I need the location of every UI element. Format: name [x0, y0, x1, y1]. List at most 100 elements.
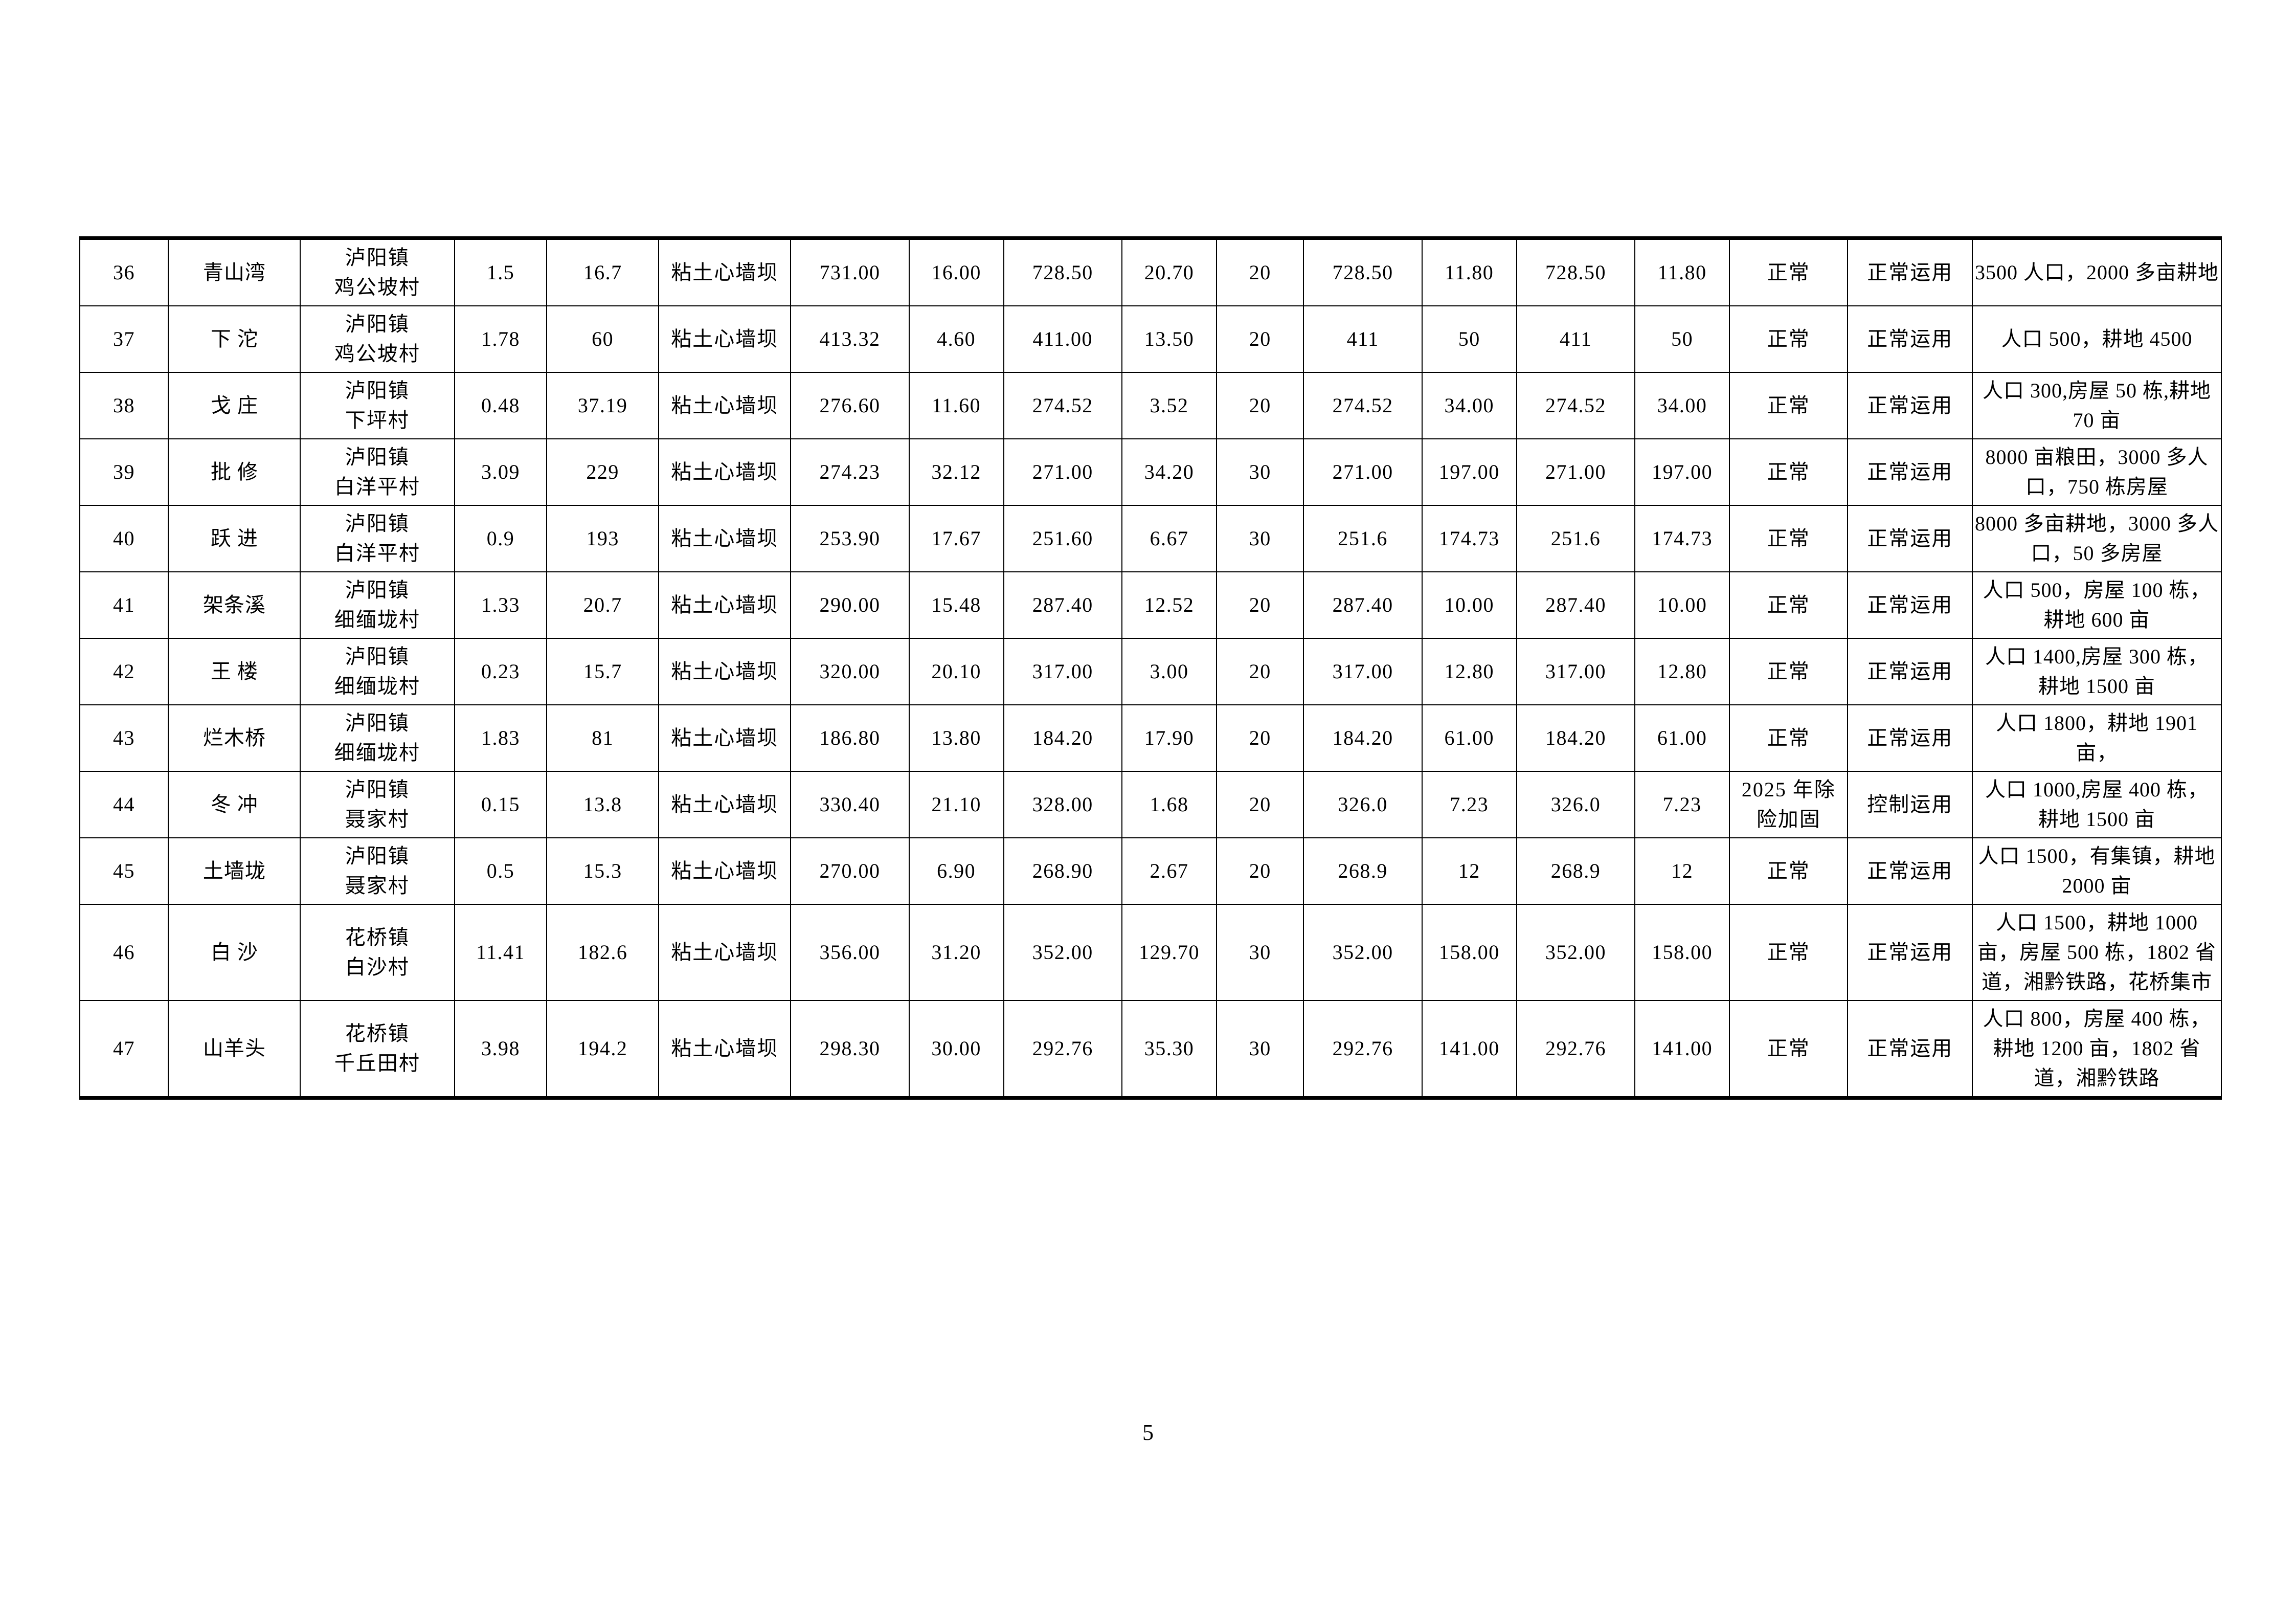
table-cell: 47: [79, 1000, 169, 1099]
table-cell: 6.90: [908, 837, 1004, 905]
dam-type: 粘土心墙坝: [658, 372, 792, 439]
reservoir-name: 跃进: [167, 505, 301, 572]
table-cell: 12.80: [1421, 638, 1517, 705]
table-cell: 20: [1215, 237, 1304, 306]
reservoir-location: 泸阳镇 细缅垅村: [299, 704, 455, 772]
location-town: 泸阳镇: [345, 379, 410, 402]
table-cell: 30: [1215, 904, 1304, 1001]
location-town: 泸阳镇: [345, 446, 410, 469]
table-cell: 42: [79, 638, 169, 705]
reservoir-location: 泸阳镇 细缅垅村: [299, 571, 455, 639]
location-village: 白洋平村: [334, 475, 420, 498]
table-cell: 197.00: [1634, 438, 1730, 506]
safety-status: 正常: [1729, 837, 1849, 905]
table-cell: 30: [1215, 438, 1304, 506]
table-cell: 197.00: [1421, 438, 1517, 506]
safety-status: 2025 年除险加固: [1729, 771, 1849, 838]
dam-type: 粘土心墙坝: [658, 571, 792, 639]
table-cell: 13.8: [546, 771, 660, 838]
table-cell: 274.52: [1303, 372, 1423, 439]
dam-type: 粘土心墙坝: [658, 771, 792, 838]
reservoir-name: 批修: [167, 438, 301, 506]
table-cell: 411: [1303, 305, 1423, 373]
table-cell: 13.50: [1121, 305, 1218, 373]
location-village: 细缅垅村: [334, 675, 420, 698]
table-cell: 184.20: [1303, 704, 1423, 772]
operation-status: 正常运用: [1847, 237, 1973, 306]
table-cell: 728.50: [1003, 237, 1122, 306]
table-cell: 60: [546, 305, 660, 373]
table-cell: 20.70: [1121, 237, 1218, 306]
reservoir-location: 泸阳镇 鸡公坡村: [299, 237, 455, 306]
table-cell: 3.52: [1121, 372, 1218, 439]
reservoir-name: 冬冲: [167, 771, 301, 838]
operation-status: 正常运用: [1847, 904, 1973, 1001]
safety-status: 正常: [1729, 505, 1849, 572]
table-cell: 292.76: [1516, 1000, 1636, 1099]
table-cell: 7.23: [1421, 771, 1517, 838]
table-cell: 274.23: [790, 438, 910, 506]
table-row: 42 王楼 泸阳镇 细缅垅村 0.23 15.7 粘土心墙坝 320.00 20.10 317.0…: [79, 638, 2222, 705]
safety-status: 正常: [1729, 1000, 1849, 1099]
table-cell: 3.98: [454, 1000, 548, 1099]
reservoir-location: 泸阳镇 聂家村: [299, 771, 455, 838]
table-cell: 17.67: [908, 505, 1004, 572]
table-cell: 4.60: [908, 305, 1004, 373]
table-cell: 30.00: [908, 1000, 1004, 1099]
safety-status: 正常: [1729, 305, 1849, 373]
downstream-protection-note: 人口 1800，耕地 1901 亩，: [1971, 704, 2222, 772]
table-cell: 50: [1421, 305, 1517, 373]
table-cell: 20.10: [908, 638, 1004, 705]
page-number: 5: [1142, 1420, 1154, 1445]
location-town: 花桥镇: [345, 926, 410, 949]
location-town: 泸阳镇: [345, 711, 410, 735]
table-cell: 411: [1516, 305, 1636, 373]
location-town: 泸阳镇: [345, 778, 410, 801]
table-cell: 34.20: [1121, 438, 1218, 506]
reservoir-name: 白沙: [167, 904, 301, 1001]
table-cell: 141.00: [1421, 1000, 1517, 1099]
table-cell: 11.80: [1634, 237, 1730, 306]
table-cell: 0.9: [454, 505, 548, 572]
location-village: 细缅垅村: [334, 608, 420, 631]
table-cell: 41: [79, 571, 169, 639]
safety-status: 正常: [1729, 638, 1849, 705]
operation-status: 控制运用: [1847, 771, 1973, 838]
dam-type: 粘土心墙坝: [658, 904, 792, 1001]
table-cell: 34.00: [1634, 372, 1730, 439]
table-cell: 6.67: [1121, 505, 1218, 572]
table-cell: 330.40: [790, 771, 910, 838]
table-cell: 251.6: [1516, 505, 1636, 572]
table-cell: 3.00: [1121, 638, 1218, 705]
table-cell: 44: [79, 771, 169, 838]
table-cell: 270.00: [790, 837, 910, 905]
table-cell: 287.40: [1516, 571, 1636, 639]
table-cell: 30: [1215, 1000, 1304, 1099]
table-cell: 184.20: [1003, 704, 1122, 772]
table-cell: 20: [1215, 571, 1304, 639]
table-cell: 193: [546, 505, 660, 572]
operation-status: 正常运用: [1847, 305, 1973, 373]
location-town: 泸阳镇: [345, 313, 410, 336]
reservoir-location: 泸阳镇 鸡公坡村: [299, 305, 455, 373]
table-row: 44 冬冲 泸阳镇 聂家村 0.15 13.8 粘土心墙坝 330.40 21.10 328.00…: [79, 771, 2222, 838]
table-cell: 0.23: [454, 638, 548, 705]
table-row: 38 戈庄 泸阳镇 下坪村 0.48 37.19 粘土心墙坝 276.60 11.60 274.5…: [79, 372, 2222, 439]
reservoir-name: 烂木桥: [167, 704, 301, 772]
location-village: 鸡公坡村: [334, 276, 420, 299]
downstream-protection-note: 人口 1500，有集镇，耕地 2000 亩: [1971, 837, 2222, 905]
table-cell: 268.90: [1003, 837, 1122, 905]
table-cell: 50: [1634, 305, 1730, 373]
table-cell: 174.73: [1421, 505, 1517, 572]
table-cell: 3.09: [454, 438, 548, 506]
reservoir-name: 土墙垅: [167, 837, 301, 905]
table-row: 43 烂木桥 泸阳镇 细缅垅村 1.83 81 粘土心墙坝 186.80 13.80 184.20…: [79, 704, 2222, 772]
table-cell: 12: [1634, 837, 1730, 905]
table-cell: 35.30: [1121, 1000, 1218, 1099]
table-cell: 20.7: [546, 571, 660, 639]
table-cell: 36: [79, 237, 169, 306]
table-cell: 728.50: [1303, 237, 1423, 306]
reservoir-location: 泸阳镇 聂家村: [299, 837, 455, 905]
table-cell: 15.7: [546, 638, 660, 705]
table-cell: 271.00: [1303, 438, 1423, 506]
